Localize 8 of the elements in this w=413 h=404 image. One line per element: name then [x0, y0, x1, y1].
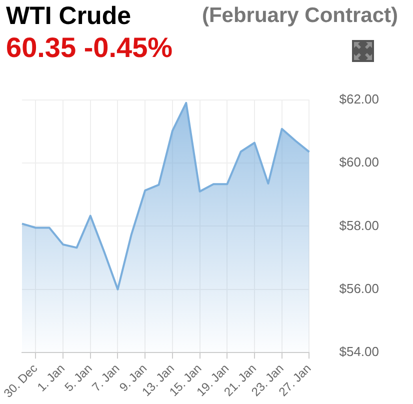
text: 60.35 -0.45% — [6, 32, 173, 64]
chart-subtitle: (February Contract) — [202, 4, 398, 28]
y-tick-label: $54.00 — [339, 344, 380, 360]
y-tick-label: $62.00 — [339, 91, 380, 106]
y-tick-label: $58.00 — [339, 218, 380, 233]
y-tick-label: $56.00 — [339, 280, 380, 296]
chart-title: WTI Crude — [6, 2, 131, 31]
y-tick-label: $60.00 — [339, 154, 380, 170]
